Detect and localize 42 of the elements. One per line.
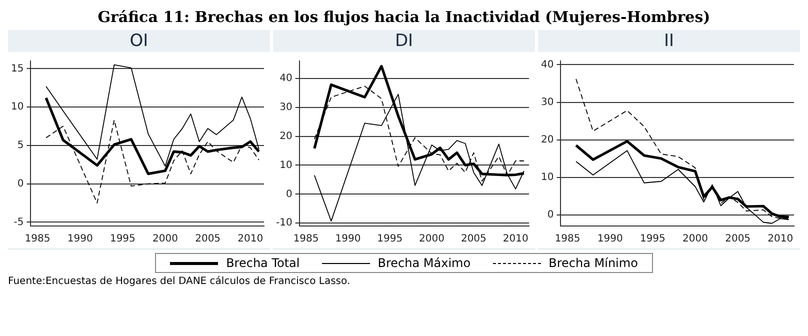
y-tick-label: 10 <box>10 102 24 113</box>
x-tick-label: 1985 <box>24 234 50 245</box>
x-tick-label: 1990 <box>597 234 623 245</box>
y-tick-label: 0 <box>547 209 554 220</box>
y-tick-label: 10 <box>280 160 292 171</box>
legend-label: Brecha Mínimo <box>548 256 638 270</box>
y-tick-label: 15 <box>10 63 24 74</box>
y-tick-label: 0 <box>286 188 292 200</box>
y-tick-label: 40 <box>540 59 554 70</box>
y-tick-label: 20 <box>280 130 292 142</box>
y-tick-label: 20 <box>540 134 554 146</box>
x-tick-label: 1995 <box>110 234 136 245</box>
legend-label: Brecha Total <box>226 256 300 270</box>
x-tick-label: 2010 <box>502 234 528 245</box>
x-tick-label: 2010 <box>238 234 264 245</box>
source-note: Fuente:Encuestas de Hogares del DANE cálculos de Francisco Lasso. <box>8 276 352 287</box>
x-tick-label: 1995 <box>377 234 403 245</box>
x-tick-label: 2005 <box>195 234 221 245</box>
y-tick-label: 10 <box>540 172 554 183</box>
y-tick-label: 40 <box>280 72 292 84</box>
x-tick-label: 1985 <box>293 234 319 245</box>
x-tick-label: 2005 <box>725 234 751 245</box>
x-tick-label: 1995 <box>640 234 666 245</box>
chart-title: II <box>662 30 676 52</box>
chart-title: DI <box>394 30 414 52</box>
x-tick-label: 2000 <box>152 234 178 245</box>
x-tick-label: 1990 <box>67 234 93 245</box>
y-tick-label: 5 <box>17 140 24 152</box>
x-tick-label: 2000 <box>682 234 708 245</box>
x-tick-label: 2000 <box>419 234 444 245</box>
x-tick-label: 1990 <box>335 234 361 245</box>
y-tick-label: -5 <box>14 216 24 228</box>
y-tick-label: 30 <box>540 96 554 108</box>
chart-title: OI <box>128 30 150 52</box>
legend-label: Brecha Máximo <box>378 256 471 270</box>
text: Gráfica 11: Brechas en los flujos hacia la Inactividad (Mujeres-Hombres) <box>96 8 712 28</box>
x-tick-label: 1985 <box>554 234 580 245</box>
x-tick-label: 2010 <box>768 234 794 245</box>
y-tick-label: 0 <box>17 178 24 190</box>
y-tick-label: -10 <box>276 218 292 229</box>
x-tick-label: 2005 <box>460 234 486 245</box>
y-tick-label: 30 <box>280 102 292 113</box>
